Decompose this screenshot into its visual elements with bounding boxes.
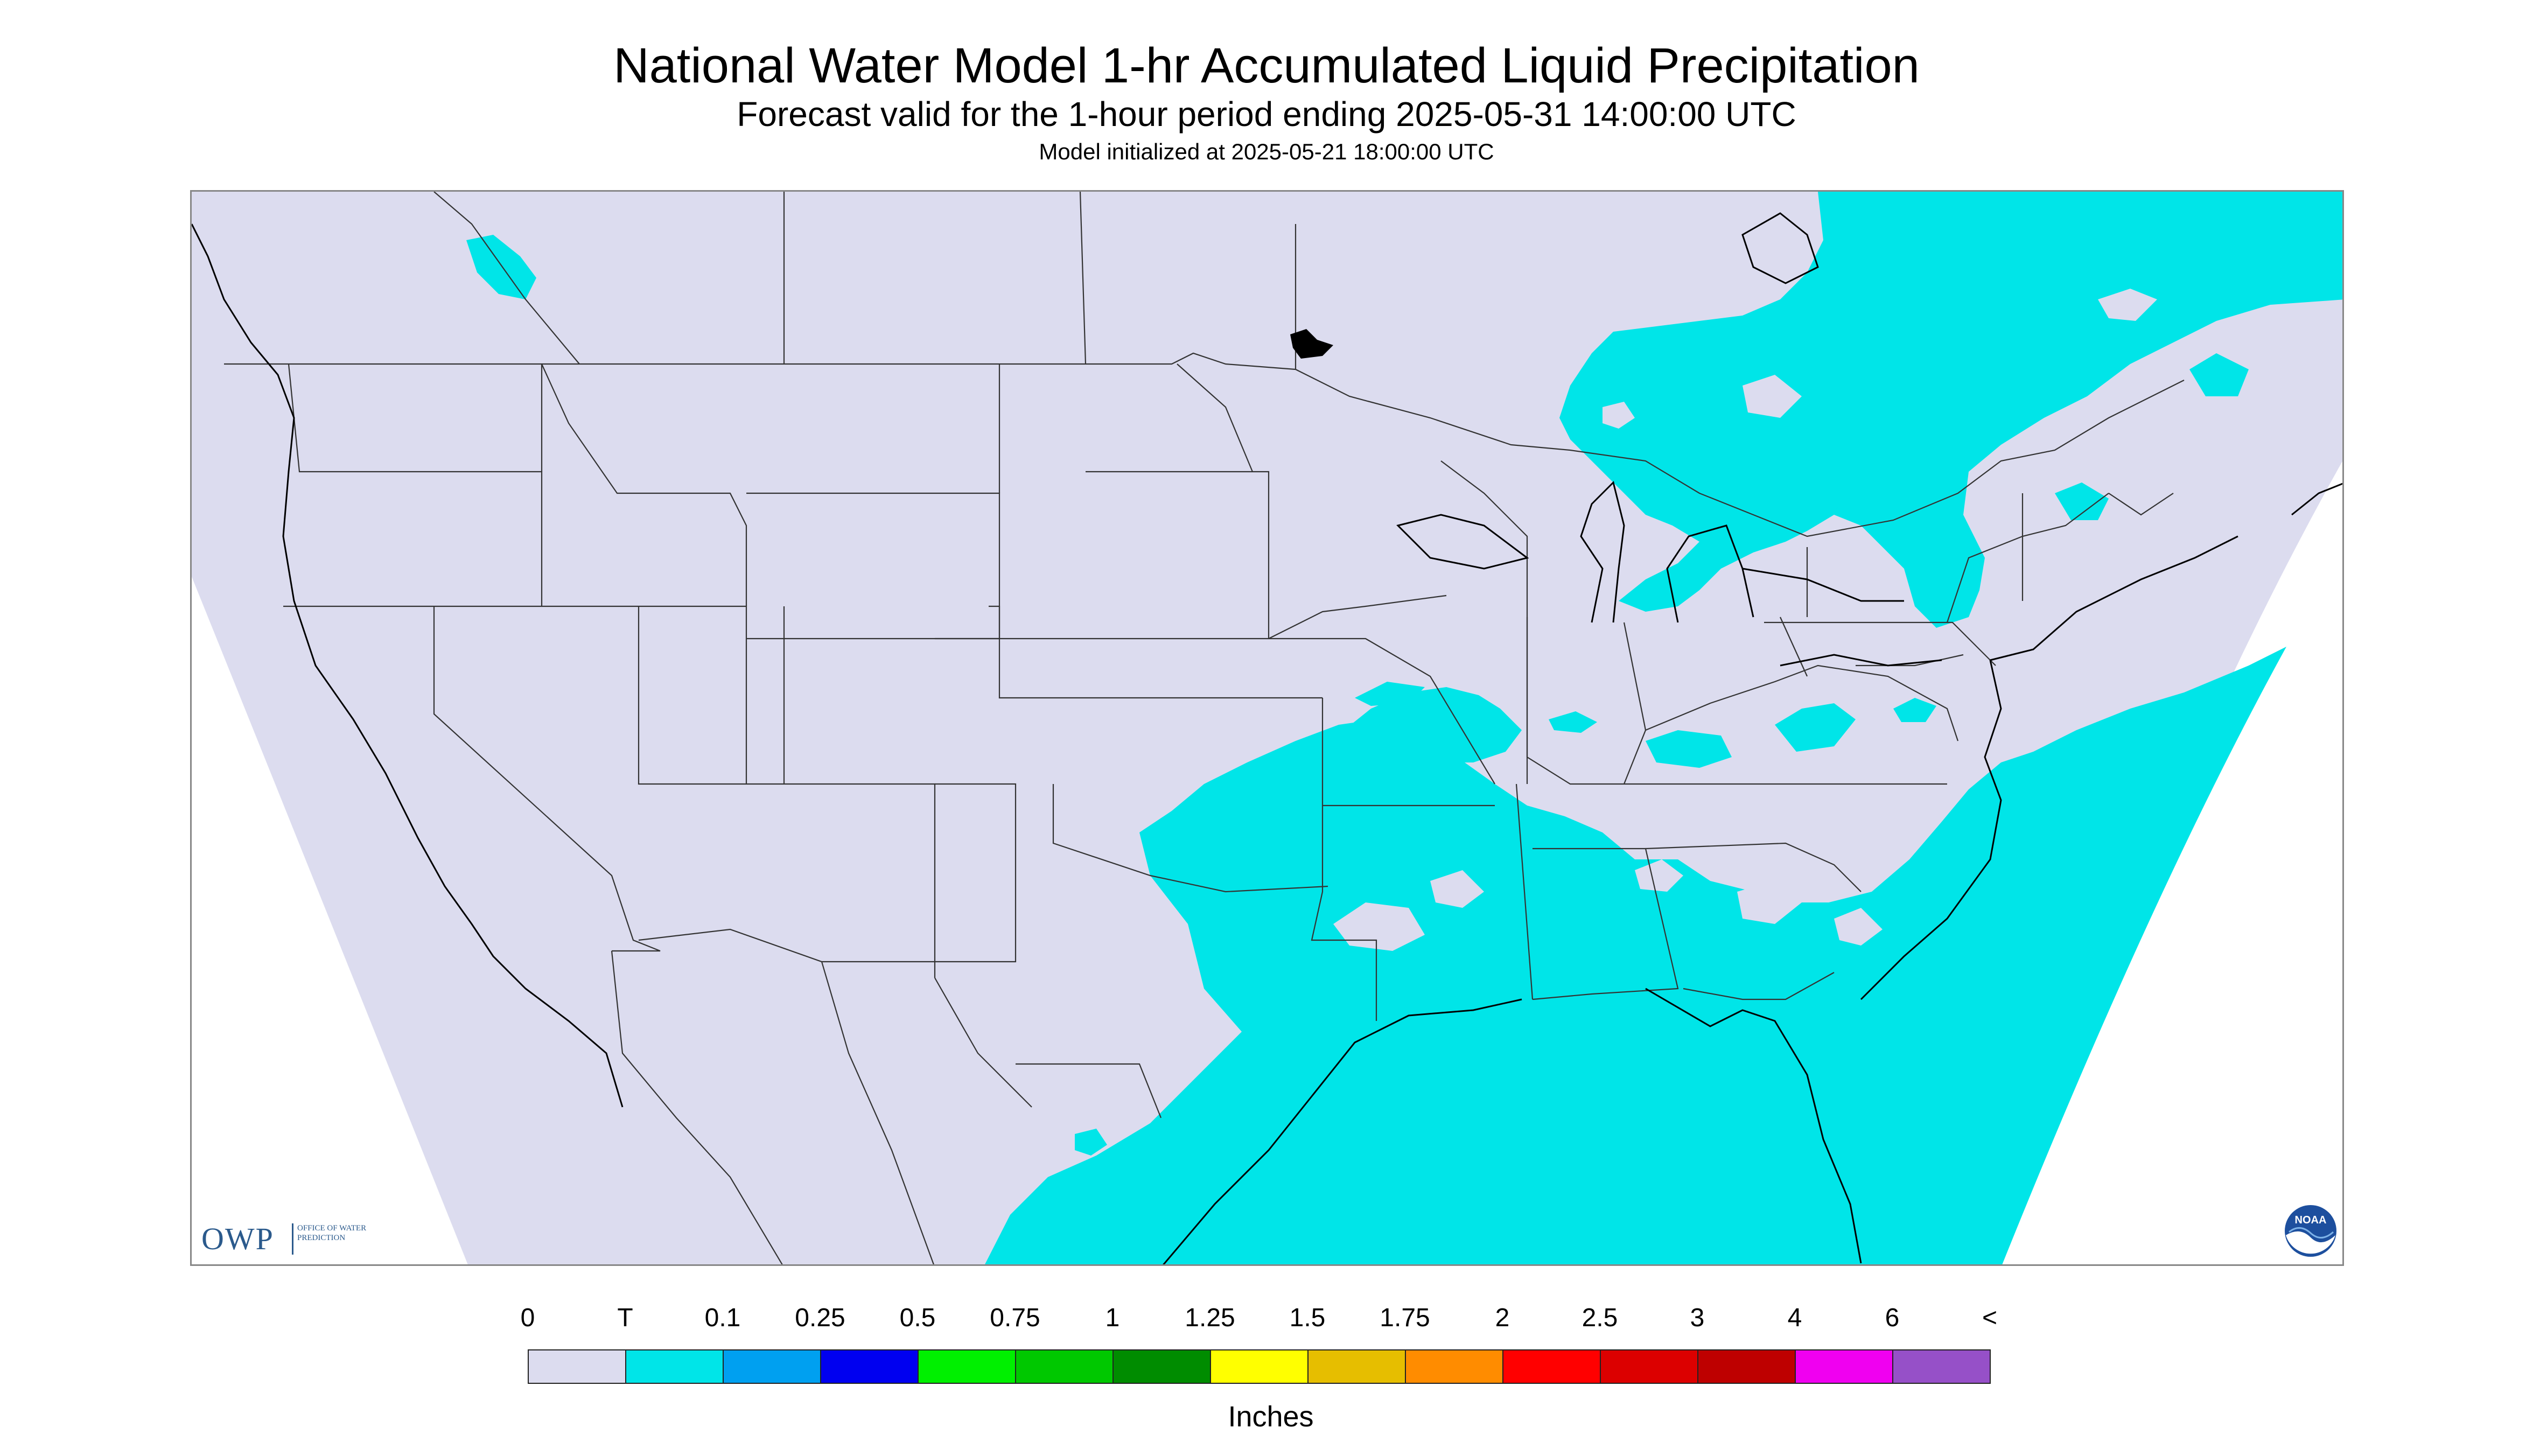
legend-tick-0: 0	[520, 1304, 535, 1332]
legend-swatch-13	[1795, 1349, 1893, 1384]
lake-of-the-woods	[1290, 329, 1333, 359]
legend-tick-14: 6	[1885, 1304, 1900, 1332]
legend-swatch-6	[1112, 1349, 1211, 1384]
legend-tick-5: 0.75	[990, 1304, 1040, 1332]
legend-swatch-9	[1405, 1349, 1503, 1384]
legend-swatch-12	[1697, 1349, 1796, 1384]
legend-swatch-7	[1210, 1349, 1309, 1384]
legend-tick-8: 1.5	[1289, 1304, 1326, 1332]
legend-tick-1: T	[617, 1304, 633, 1332]
no-precip-gaps	[1333, 289, 2157, 951]
legend-swatch-8	[1307, 1349, 1406, 1384]
legend-tick-4: 0.5	[899, 1304, 936, 1332]
owp-logo-subtitle: Office of Water Prediction	[297, 1224, 367, 1242]
model-init-note: Model initialized at 2025-05-21 18:00:00…	[1039, 139, 1494, 164]
legend-tick-11: 2.5	[1582, 1304, 1618, 1332]
state-boundaries	[224, 192, 2185, 1264]
legend-tick-6: 1	[1105, 1304, 1120, 1332]
forecast-valid-subtitle: Forecast valid for the 1-hour period end…	[737, 95, 1796, 134]
legend-swatch-3	[820, 1349, 919, 1384]
legend-swatch-1	[625, 1349, 724, 1384]
precipitation-map: OWP Office of Water Prediction NOAA	[190, 190, 2344, 1266]
legend-tick-9: 1.75	[1380, 1304, 1430, 1332]
noaa-text: NOAA	[2295, 1214, 2327, 1226]
legend-swatch-11	[1600, 1349, 1698, 1384]
legend-swatch-10	[1502, 1349, 1601, 1384]
legend-tick-13: 4	[1787, 1304, 1802, 1332]
map-title: National Water Model 1-hr Accumulated Li…	[613, 38, 1920, 93]
legend-tick-3: 0.25	[795, 1304, 845, 1332]
legend-swatch-5	[1015, 1349, 1114, 1384]
legend-swatch-0	[528, 1349, 626, 1384]
legend-swatch-4	[918, 1349, 1016, 1384]
map-canvas	[192, 192, 2342, 1264]
legend-tick-12: 3	[1690, 1304, 1705, 1332]
legend-tick-7: 1.25	[1185, 1304, 1235, 1332]
legend-tick-2: 0.1	[704, 1304, 741, 1332]
legend-tick-15: <	[1982, 1304, 1998, 1332]
legend: 0 T 0.1 0.25 0.5 0.75 1 1.25 1.5 1.75 2 2.5 3 4 6 < Inc…	[521, 1292, 2014, 1433]
legend-swatch-14	[1892, 1349, 1991, 1384]
owp-logo: OWP Office of Water Prediction	[201, 1220, 384, 1258]
legend-tick-10: 2	[1495, 1304, 1510, 1332]
legend-unit-label: Inches	[1228, 1401, 1314, 1433]
coastlines	[192, 212, 2342, 1264]
legend-swatch-2	[723, 1349, 821, 1384]
legend-color-bar	[528, 1349, 1991, 1384]
noaa-seal-icon: NOAA	[2285, 1205, 2336, 1257]
owp-logo-divider	[292, 1223, 293, 1255]
owp-logo-letters: OWP	[201, 1221, 274, 1256]
